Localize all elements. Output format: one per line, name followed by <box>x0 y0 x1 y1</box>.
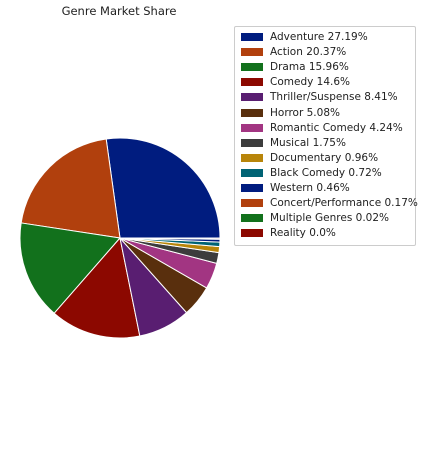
legend-label: Multiple Genres 0.02% <box>270 212 390 225</box>
legend-swatch <box>241 138 263 147</box>
pie-slice-action <box>20 138 121 239</box>
pie-slice-drama <box>19 222 121 314</box>
legend-label: Thriller/Suspense 8.41% <box>270 91 398 104</box>
legend-label: Comedy 14.6% <box>270 76 351 89</box>
legend-swatch <box>241 63 263 72</box>
legend-item: Black Comedy 0.72% <box>241 166 382 180</box>
legend-label: Romantic Comedy 4.24% <box>270 121 403 134</box>
legend-label: Adventure 27.19% <box>270 31 368 43</box>
legend-item: Musical 1.75% <box>241 136 346 150</box>
legend-item: Reality 0.0% <box>241 226 336 240</box>
legend-item: Comedy 14.6% <box>241 75 350 89</box>
legend-swatch <box>241 168 263 177</box>
legend-item: Western 0.46% <box>241 181 350 195</box>
legend-item: Multiple Genres 0.02% <box>241 211 389 225</box>
legend-label: Horror 5.08% <box>270 106 340 119</box>
legend: Adventure 27.19% Action 20.37% Drama 15.96… <box>234 26 418 246</box>
legend-item: Concert/Performance 0.17% <box>241 196 418 210</box>
legend-swatch <box>241 184 263 192</box>
pie-chart <box>19 137 221 339</box>
legend-item: Drama 15.96% <box>241 60 349 74</box>
legend-label: Musical 1.75% <box>270 136 346 149</box>
legend-item: Romantic Comedy 4.24% <box>241 121 403 135</box>
legend-item: Thriller/Suspense 8.41% <box>241 90 398 104</box>
legend-item: Horror 5.08% <box>241 106 340 120</box>
legend-swatch <box>241 199 263 208</box>
legend-label: Documentary 0.96% <box>270 151 379 164</box>
legend-item: Adventure 27.19% <box>241 30 368 44</box>
legend-item: Action 20.37% <box>241 45 346 59</box>
legend-swatch <box>241 48 263 57</box>
legend-swatch <box>241 153 263 162</box>
legend-label: Reality 0.0% <box>270 227 336 240</box>
legend-swatch <box>241 214 263 223</box>
chart-title: Genre Market Share <box>61 4 177 18</box>
legend-swatch <box>241 33 263 41</box>
legend-label: Concert/Performance 0.17% <box>270 197 418 210</box>
legend-swatch <box>241 123 263 132</box>
pie-slice-comedy <box>53 237 141 339</box>
legend-label: Black Comedy 0.72% <box>270 166 382 179</box>
pie-slice-adventure <box>105 137 221 239</box>
legend-label: Western 0.46% <box>270 182 350 194</box>
legend-item: Documentary 0.96% <box>241 151 378 165</box>
legend-swatch <box>241 108 263 117</box>
legend-swatch <box>241 93 263 102</box>
legend-swatch <box>241 78 263 87</box>
legend-label: Action 20.37% <box>270 46 347 59</box>
legend-label: Drama 15.96% <box>270 61 349 74</box>
legend-swatch <box>241 229 263 238</box>
